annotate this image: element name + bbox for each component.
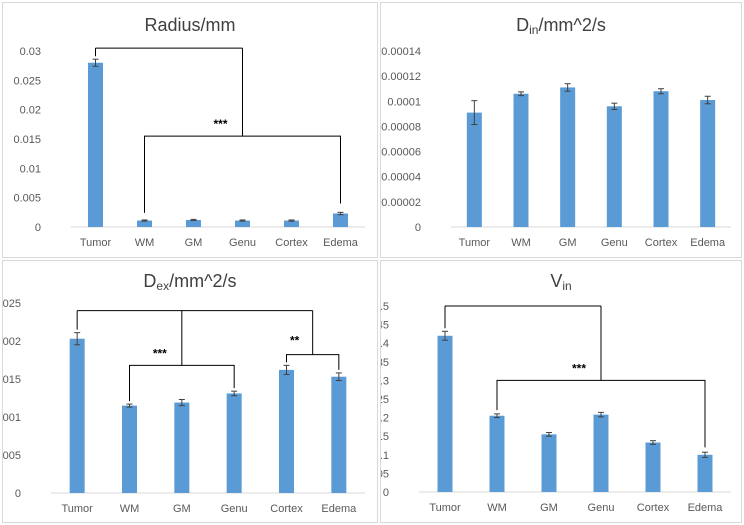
bar (466, 112, 482, 227)
x-tick-label: Cortex (270, 503, 303, 515)
y-tick-label: 0.00012 (381, 71, 421, 83)
bar (226, 393, 242, 493)
x-tick-label: Cortex (637, 502, 670, 514)
bar (541, 434, 557, 492)
y-tick-label: 0.002 (3, 336, 21, 348)
bar (653, 91, 669, 227)
bar (437, 335, 453, 492)
bar (235, 220, 250, 227)
chart-panel-din: Din/mm^2/s 0 0.00002 0.00004 0.00006 0.00008… (380, 2, 742, 258)
y-tick-label: 0.00002 (381, 197, 421, 209)
bar (593, 414, 609, 492)
chart-svg-vin: 0 0.05 0.1 0.15 0.2 0.25 0.3 0.35 0.4 0.45 0.5 Tumo… (381, 301, 731, 514)
y-tick-label: 0.4 (381, 338, 389, 350)
x-tick-label: Tumor (61, 503, 93, 515)
bar (560, 87, 576, 227)
y-tick-label: 0.0015 (3, 374, 21, 386)
bar (122, 405, 137, 493)
y-tick-label: 0.01 (20, 163, 41, 175)
y-tick-label: 0.00006 (381, 147, 421, 159)
bar (645, 442, 661, 492)
x-tick-label: Edema (688, 502, 724, 514)
x-tick-label: Genu (601, 237, 628, 249)
chart-svg-radius: 0 0.005 0.01 0.015 0.02 0.025 0.03 Tumor WM GM Gen… (13, 46, 365, 249)
y-tick-label: 0.02 (20, 105, 41, 117)
bar (489, 415, 505, 492)
x-tick-label: Tumor (429, 502, 461, 514)
y-tick-label: 0.3 (381, 375, 389, 387)
x-tick-label: GM (185, 237, 203, 249)
x-tick-label: Tumor (459, 237, 491, 249)
x-tick-label: Tumor (80, 237, 112, 249)
significance-bracket (144, 135, 341, 213)
significance-bracket (129, 364, 235, 402)
bar (606, 106, 622, 227)
significance-label: ** (290, 334, 300, 348)
significance-label: *** (153, 346, 167, 360)
chart-panel-vin: Vin 0 0.05 0.1 0.15 0.2 0.25 0.3 0.35 0.4 0.45 0.5… (380, 260, 742, 523)
x-tick-label: WM (511, 237, 531, 249)
bar (69, 338, 85, 493)
y-tick-label: 0.03 (20, 46, 41, 58)
bar (333, 213, 348, 227)
y-tick-label: 0 (15, 488, 21, 500)
y-tick-label: 0.00008 (381, 121, 421, 133)
y-tick-label: 0.005 (13, 193, 41, 205)
bar (700, 100, 716, 227)
chart-panel-radius: Radius/mm 0 0.005 0.01 0.015 0.02 0.025 0.03 Tu… (2, 2, 378, 258)
y-tick-label: 0 (35, 222, 41, 234)
x-tick-label: GM (559, 237, 577, 249)
y-tick-label: 0.00004 (381, 172, 421, 184)
chart-title-din: Din/mm^2/s (516, 15, 606, 37)
y-tick-label: 0.001 (3, 412, 21, 424)
y-tick-label: 0.00014 (381, 46, 421, 58)
x-tick-label: WM (135, 237, 155, 249)
y-tick-label: 0 (383, 487, 389, 499)
x-tick-label: Edema (323, 237, 359, 249)
y-tick-label: 0.0001 (387, 96, 421, 108)
y-tick-label: 0.45 (381, 320, 389, 332)
x-tick-label: Genu (229, 237, 256, 249)
x-tick-label: Genu (588, 502, 615, 514)
bar (697, 454, 713, 492)
y-tick-label: 0.0025 (3, 298, 21, 310)
chart-svg-din: 0 0.00002 0.00004 0.00006 0.00008 0.0001 0.000… (381, 46, 731, 249)
y-tick-label: 0.35 (381, 357, 389, 369)
y-tick-label: 0.025 (13, 75, 41, 87)
bar (88, 62, 103, 227)
x-tick-label: Edema (321, 503, 357, 515)
significance-label: *** (572, 361, 586, 375)
y-tick-label: 0.05 (381, 468, 389, 480)
bar (186, 219, 201, 227)
y-tick-label: 0.015 (13, 134, 41, 146)
x-tick-label: Edema (690, 237, 726, 249)
significance-label: *** (213, 117, 227, 131)
y-tick-label: 0.15 (381, 431, 389, 443)
bar (513, 93, 529, 227)
x-tick-label: WM (120, 503, 140, 515)
x-tick-label: Genu (221, 503, 248, 515)
y-tick-label: 0.1 (381, 450, 389, 462)
chart-title-radius: Radius/mm (144, 15, 236, 35)
x-tick-label: Cortex (275, 237, 308, 249)
bar (174, 402, 190, 493)
chart-title-dex: Dex/mm^2/s (143, 271, 237, 293)
x-tick-label: WM (487, 502, 507, 514)
significance-bracket (286, 354, 340, 370)
bar (137, 220, 152, 227)
chart-title-vin: Vin (550, 271, 572, 293)
bar (284, 220, 299, 227)
x-tick-label: GM (540, 502, 558, 514)
bar (279, 369, 294, 493)
bar (331, 376, 347, 493)
y-tick-label: 0.25 (381, 394, 389, 406)
x-tick-label: Cortex (645, 237, 678, 249)
y-tick-label: 0.5 (381, 301, 389, 313)
y-tick-label: 0.2 (381, 413, 389, 425)
y-tick-label: 0 (415, 222, 421, 234)
x-tick-label: GM (173, 503, 191, 515)
